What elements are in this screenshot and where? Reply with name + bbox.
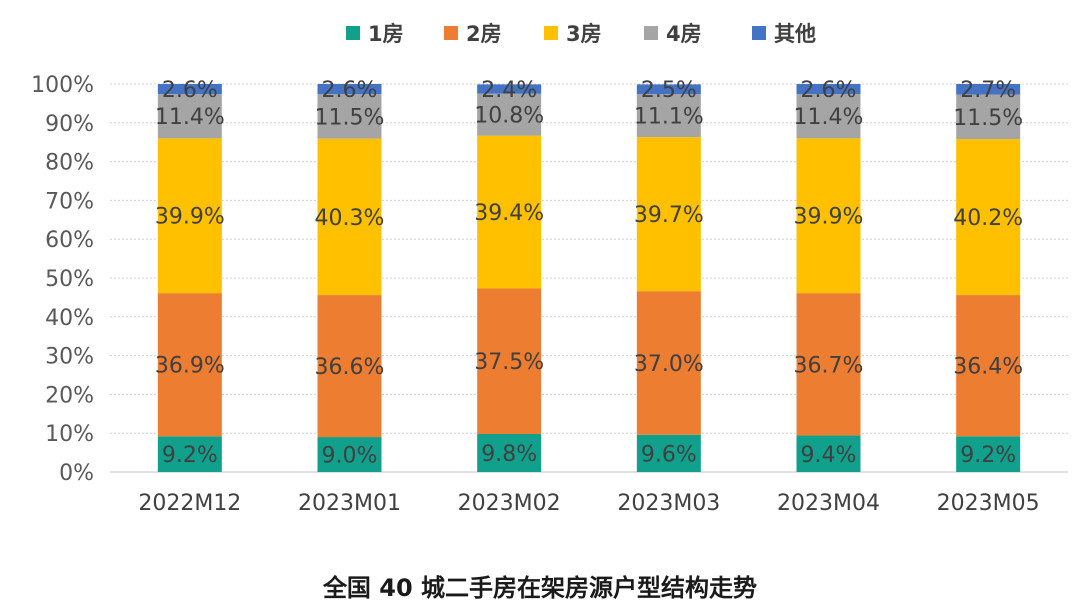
data-label: 39.9% — [794, 205, 864, 230]
data-label: 9.2% — [162, 443, 218, 468]
y-tick-label: 90% — [45, 112, 94, 137]
data-label: 11.5% — [315, 105, 385, 130]
legend-swatch — [644, 26, 658, 40]
bar-segment — [477, 135, 542, 289]
data-label: 39.9% — [155, 205, 225, 230]
data-label: 2.4% — [481, 78, 537, 103]
y-tick-label: 30% — [45, 345, 94, 370]
bar-segment — [796, 94, 861, 139]
legend-label: 1房 — [368, 22, 404, 46]
bar-segment — [157, 436, 222, 472]
legend-label: 4房 — [666, 22, 702, 46]
data-label: 40.3% — [315, 206, 385, 231]
data-label: 39.7% — [634, 203, 704, 228]
data-label: 9.4% — [801, 443, 857, 468]
data-label: 9.0% — [322, 444, 378, 469]
x-axis: 2022M12 2023M01 2023M02 2023M03 2023M04 2023M… — [138, 491, 1039, 516]
legend: 1房 2房 3房 4房 其他 — [346, 22, 816, 46]
data-label: 36.7% — [794, 353, 864, 378]
y-tick-label: 20% — [45, 383, 94, 408]
legend-swatch — [444, 26, 458, 40]
data-label: 2.5% — [641, 78, 697, 103]
bar-segment — [796, 293, 861, 436]
bar-segment — [796, 435, 861, 472]
x-tick-label: 2023M03 — [617, 491, 720, 516]
x-tick-label: 2022M12 — [138, 491, 241, 516]
data-label: 2.7% — [960, 78, 1016, 103]
bar-segment — [317, 94, 382, 139]
data-label: 39.4% — [474, 201, 544, 226]
bar-segment — [157, 84, 222, 95]
bar-segment — [636, 291, 701, 435]
data-label: 11.4% — [794, 105, 864, 130]
y-tick-label: 70% — [45, 189, 94, 214]
bar-segment — [317, 437, 382, 472]
y-tick-label: 10% — [45, 422, 94, 447]
bar-segment — [956, 295, 1021, 437]
legend-label: 2房 — [466, 22, 502, 46]
data-label: 11.4% — [155, 105, 225, 130]
data-label: 9.2% — [960, 443, 1016, 468]
bar-segment — [317, 138, 382, 296]
data-labels: 9.2%36.9%39.9%11.4%2.6%9.0%36.6%40.3%11.… — [155, 78, 1023, 468]
data-label: 37.5% — [474, 350, 544, 375]
bar-segment — [636, 84, 701, 95]
data-label: 2.6% — [322, 78, 378, 103]
data-label: 11.5% — [953, 106, 1023, 131]
bar-segment — [796, 138, 861, 294]
bars — [157, 84, 1021, 472]
x-tick-label: 2023M02 — [458, 491, 561, 516]
legend-swatch — [544, 26, 558, 40]
bar-segment — [317, 295, 382, 438]
bar-segment — [157, 138, 222, 294]
data-label: 36.9% — [155, 354, 225, 379]
bar-segment — [956, 139, 1021, 296]
legend-swatch — [752, 26, 766, 40]
x-tick-label: 2023M05 — [937, 491, 1040, 516]
data-label: 9.8% — [481, 442, 537, 467]
bar-segment — [477, 433, 542, 472]
bar-segment — [956, 94, 1021, 140]
y-tick-label: 50% — [45, 267, 94, 292]
x-tick-label: 2023M01 — [298, 491, 401, 516]
bar-segment — [477, 288, 542, 434]
data-label: 2.6% — [801, 78, 857, 103]
data-label: 10.8% — [474, 104, 544, 129]
y-tick-label: 60% — [45, 228, 94, 253]
y-tick-label: 80% — [45, 151, 94, 176]
y-tick-label: 0% — [59, 461, 94, 486]
bar-segment — [477, 84, 542, 94]
legend-swatch — [346, 26, 360, 40]
y-tick-label: 100% — [31, 73, 94, 98]
bar-segment — [477, 93, 542, 136]
bar-segment — [796, 84, 861, 95]
data-label: 40.2% — [953, 206, 1023, 231]
bar-segment — [636, 94, 701, 138]
bar-segment — [157, 293, 222, 437]
bar-segment — [956, 84, 1021, 95]
y-axis: 0% 10% 20% 30% 40% 50% 60% 70% 80% 90% 100% — [31, 73, 94, 486]
bar-segment — [956, 436, 1021, 472]
bar-segment — [636, 137, 701, 292]
data-label: 11.1% — [634, 105, 704, 130]
legend-label: 3房 — [566, 22, 602, 46]
bar-segment — [157, 94, 222, 139]
data-label: 9.6% — [641, 442, 697, 467]
data-label: 37.0% — [634, 352, 704, 377]
data-label: 36.6% — [315, 355, 385, 380]
data-label: 36.4% — [953, 355, 1023, 380]
chart-title: 全国 40 城二手房在架房源户型结构走势 — [322, 574, 757, 602]
y-tick-label: 40% — [45, 306, 94, 331]
x-tick-label: 2023M04 — [777, 491, 880, 516]
data-label: 2.6% — [162, 78, 218, 103]
bar-segment — [317, 84, 382, 95]
gridlines — [110, 83, 1068, 473]
legend-label: 其他 — [774, 22, 816, 46]
bar-segment — [636, 434, 701, 472]
